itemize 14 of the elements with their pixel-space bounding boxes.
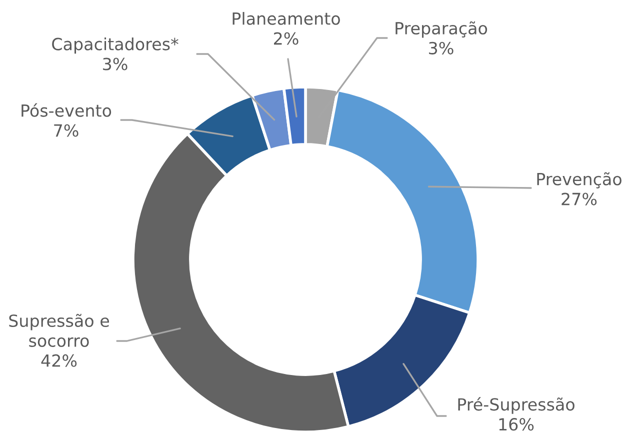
data-label: 3% [429,42,454,54]
data-label: 42% [41,354,77,367]
slice-label: Pós-evento [22,103,112,117]
data-label: 2% [274,32,298,45]
data-label: 27% [562,192,597,206]
slice-label: Supressão e socorro [9,314,110,347]
slice-label: Preparação [396,21,488,38]
data-label: 3% [103,58,128,70]
data-label: 16% [499,418,534,431]
slice-label: Pré-Supressão [458,397,574,414]
slice-label: Capacitadores* [52,37,178,54]
slice-label: Prevenção [537,172,622,188]
data-label: 7% [54,124,78,137]
slice-label: Planeamento [232,12,340,25]
